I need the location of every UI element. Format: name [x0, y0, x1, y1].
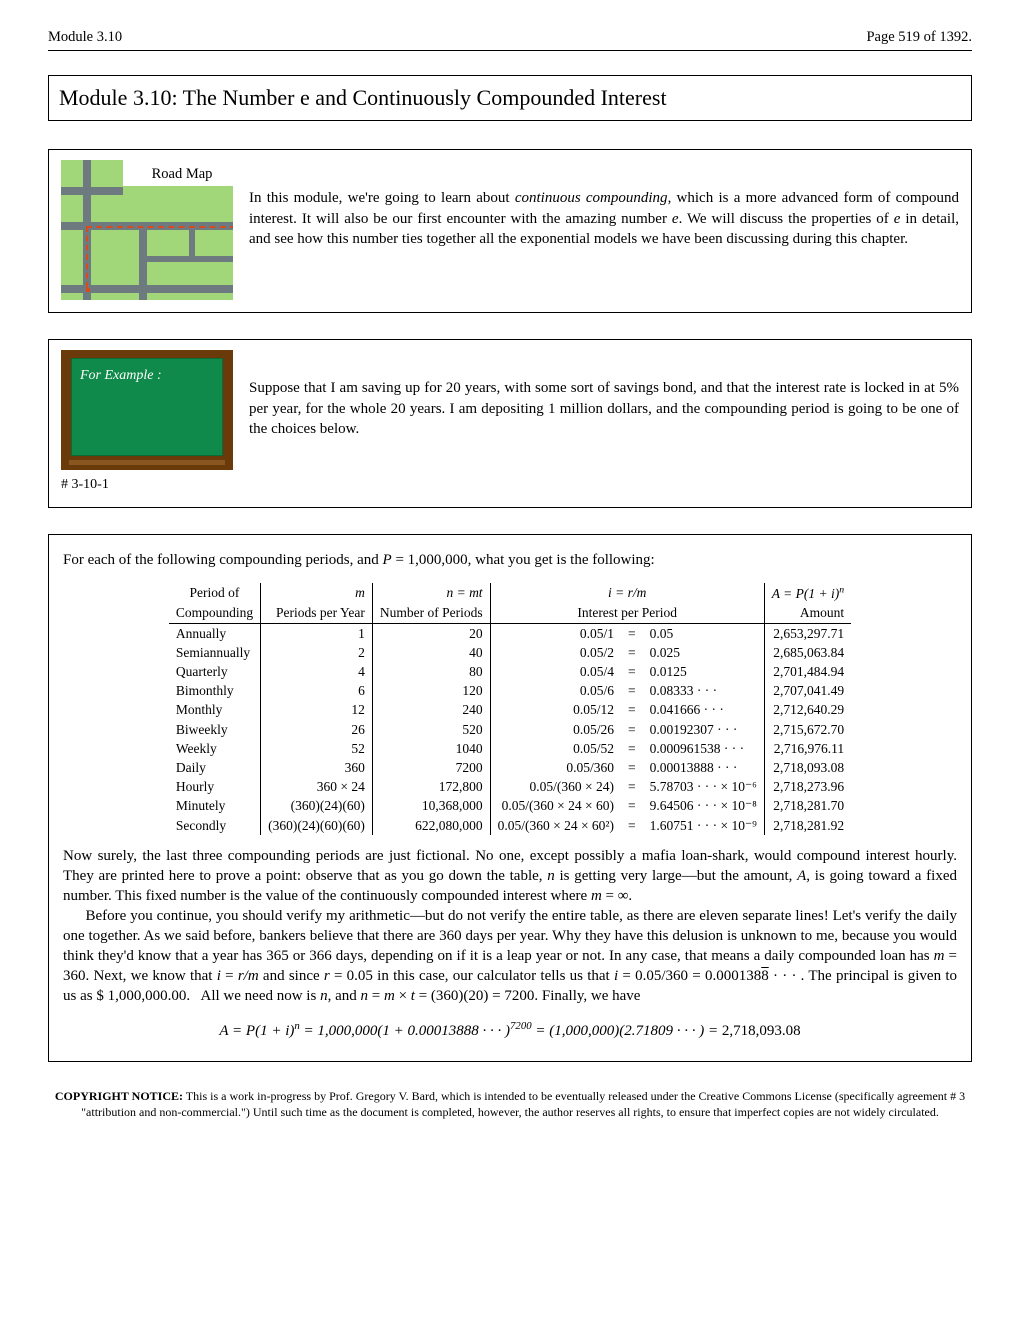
table-row: Monthly122400.05/12=0.041666 · · ·2,712,…: [169, 701, 851, 720]
col-n-b: Number of Periods: [372, 604, 490, 624]
col-m-b: Periods per Year: [261, 604, 373, 624]
col-i-b: Interest per Period: [490, 604, 764, 624]
table-box: For each of the following compounding pe…: [48, 534, 972, 1062]
example-box: For Example : Suppose that I am saving u…: [48, 339, 972, 508]
page-header: Module 3.10 Page 519 of 1392.: [48, 28, 972, 51]
chalkboard-label: For Example :: [80, 367, 162, 386]
table-row: Semiannually2400.05/2=0.0252,685,063.84: [169, 643, 851, 662]
col-a-b: Amount: [764, 604, 851, 624]
roadmap-graphic: Road Map: [61, 160, 233, 300]
table-row: Annually1200.05/1=0.052,653,297.71: [169, 624, 851, 644]
table-row: Minutely(360)(24)(60)10,368,0000.05/(360…: [169, 797, 851, 816]
header-right: Page 519 of 1392.: [866, 28, 972, 48]
table-row: Quarterly4800.05/4=0.01252,701,484.94: [169, 662, 851, 681]
table-equation: A = P(1 + i)n = 1,000,000(1 + 0.00013888…: [63, 1019, 957, 1041]
module-title-box: Module 3.10: The Number e and Continuous…: [48, 75, 972, 122]
example-tag: # 3-10-1: [61, 476, 959, 495]
table-row: Secondly(360)(24)(60)(60)622,080,0000.05…: [169, 816, 851, 835]
col-a-a: A = P(1 + i)n: [772, 586, 844, 601]
roadmap-text: In this module, we're going to learn abo…: [249, 160, 959, 249]
table-para2: Before you continue, you should verify m…: [63, 907, 957, 1007]
table-row: Weekly5210400.05/52=0.000961538 · · ·2,7…: [169, 739, 851, 758]
table-row: Hourly360 × 24172,8000.05/(360 × 24)=5.7…: [169, 778, 851, 797]
col-period-b: Compounding: [169, 604, 261, 624]
header-left: Module 3.10: [48, 28, 122, 48]
chalkboard-graphic: For Example :: [61, 350, 233, 470]
module-title: Module 3.10: The Number e and Continuous…: [59, 85, 667, 110]
table-row: Bimonthly61200.05/6=0.08333 · · ·2,707,0…: [169, 682, 851, 701]
example-text: Suppose that I am saving up for 20 years…: [249, 350, 959, 439]
compounding-table: Period of m n = mt i = r/m A = P(1 + i)n…: [169, 583, 851, 835]
roadmap-label: Road Map: [131, 163, 233, 187]
table-para1: Now surely, the last three compounding p…: [63, 847, 957, 907]
col-n-a: n = mt: [446, 585, 482, 600]
table-row: Daily36072000.05/360=0.00013888 · · ·2,7…: [169, 759, 851, 778]
col-m-a: m: [355, 585, 365, 600]
roadmap-box: Road Map In this module, we're going to …: [48, 149, 972, 313]
copyright-notice: COPYRIGHT NOTICE: This is a work in-prog…: [48, 1088, 972, 1120]
col-i-a: i = r/m: [608, 585, 646, 600]
table-row: Biweekly265200.05/26=0.00192307 · · ·2,7…: [169, 720, 851, 739]
col-period-a: Period of: [169, 583, 261, 604]
table-intro: For each of the following compounding pe…: [63, 551, 957, 571]
